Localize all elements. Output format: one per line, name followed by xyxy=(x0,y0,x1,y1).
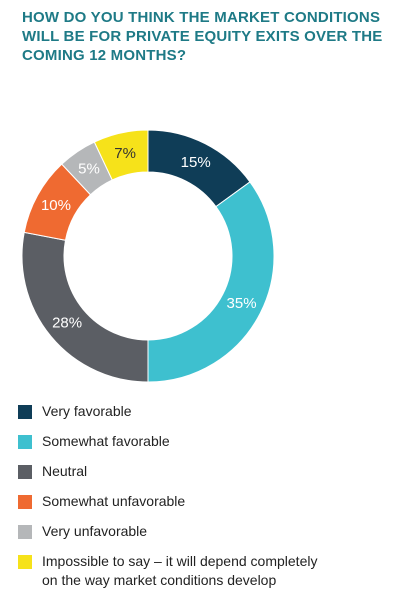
slice-value-label: 35% xyxy=(227,295,257,312)
slice-value-label: 5% xyxy=(78,161,100,178)
donut-slice-impossible-to-say-it-will-depend-complet xyxy=(93,129,149,181)
slice-value-label: 7% xyxy=(114,145,136,162)
legend-item-neutral: Neutral xyxy=(18,462,388,492)
donut-slice-labels: 15% 35% 28% 10% 5% 7% xyxy=(41,145,257,331)
legend-label: Somewhat favorable xyxy=(42,433,170,449)
donut-slice-somewhat-favorable xyxy=(147,181,275,383)
legend-label-line-1: Impossible to say – it will depend compl… xyxy=(42,553,318,569)
legend-item-very-favorable: Very favorable xyxy=(18,402,388,432)
legend-swatch xyxy=(18,525,32,539)
donut-slices xyxy=(21,129,275,383)
legend-item-very-unfavorable: Very unfavorable xyxy=(18,522,388,552)
legend-label: Very unfavorable xyxy=(42,523,148,539)
legend-swatch xyxy=(18,465,32,479)
legend-label: Somewhat unfavorable xyxy=(42,493,186,509)
legend-swatch xyxy=(18,405,32,419)
chart-title: HOW DO YOU THINK THE MARKET CONDITIONS W… xyxy=(22,9,383,64)
legend-swatch xyxy=(18,495,32,509)
chart-legend: Very favorable Somewhat favorable Neutra… xyxy=(18,402,388,598)
slice-value-label: 28% xyxy=(52,314,82,331)
donut-slice-neutral xyxy=(21,231,149,383)
slice-value-label: 10% xyxy=(41,197,71,214)
donut-chart: 15% 35% 28% 10% 5% 7% xyxy=(21,129,275,383)
legend-label: Neutral xyxy=(42,463,88,479)
legend-label: Very favorable xyxy=(42,403,132,419)
legend-swatch xyxy=(18,555,32,569)
legend-label-line-2: on the way market conditions develop xyxy=(42,572,277,588)
legend-item-impossible-to-say: Impossible to say – it will depend compl… xyxy=(18,552,388,598)
legend-item-somewhat-favorable: Somewhat favorable xyxy=(18,432,388,462)
legend-swatch xyxy=(18,435,32,449)
slice-value-label: 15% xyxy=(181,154,211,171)
legend-label: Impossible to say – it will depend compl… xyxy=(42,552,382,590)
legend-item-somewhat-unfavorable: Somewhat unfavorable xyxy=(18,492,388,522)
